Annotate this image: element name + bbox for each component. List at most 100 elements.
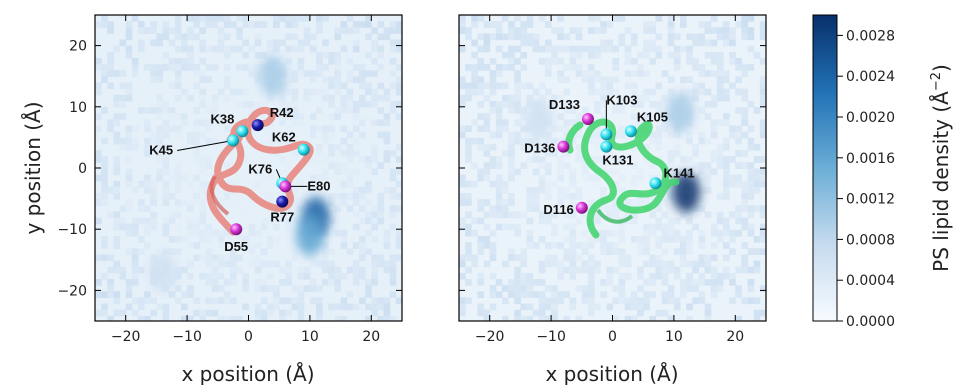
density-cell [193,217,200,225]
density-cell [723,88,730,96]
density-cell [673,248,681,255]
density-cell [101,174,108,182]
density-cell [162,107,170,114]
x-tick-label: −10 [536,329,566,345]
density-cell [377,260,385,268]
density-cell [223,291,231,298]
density-cell [371,70,378,77]
density-cell [291,88,299,96]
density-cell [471,162,478,169]
density-cell [465,180,472,188]
density-cell [101,242,108,249]
density-cell [254,21,262,28]
density-cell [563,45,571,53]
density-cell [520,260,528,268]
density-cell [297,272,305,280]
density-cell [723,143,730,151]
density-cell [618,94,626,102]
density-cell [279,39,286,47]
density-cell [735,266,742,274]
density-cell [150,39,157,47]
density-cell [710,57,718,65]
density-cell [759,21,766,28]
density-cell [520,27,528,34]
density-cell [594,260,601,268]
density-cell [753,51,761,59]
density-cell [365,70,372,77]
density-cell [587,82,595,90]
density-cell [698,21,706,28]
density-cell [618,156,626,163]
density-cell [686,137,693,145]
density-cell [501,199,509,206]
density-cell [113,168,121,176]
density-cell [285,309,292,317]
density-cell [113,186,121,194]
density-cell [667,156,675,163]
density-cell [655,217,663,225]
density-cell [686,236,693,243]
density-cell [395,168,402,176]
density-cell [119,113,127,120]
density-cell [359,242,366,249]
density-cell [260,217,268,225]
density-cell [575,156,583,163]
density-cell [735,131,742,139]
density-cell [624,303,632,311]
density-cell [581,248,589,255]
density-cell [471,64,478,71]
density-cell [526,137,534,145]
density-cell [279,156,286,163]
density-cell [741,119,749,127]
density-cell [759,94,766,102]
density-cell [217,33,225,41]
density-cell [211,297,219,305]
density-cell [716,119,724,127]
density-cell [508,193,515,200]
density-cell [759,174,766,182]
density-cell [119,266,127,274]
density-cell [346,266,354,274]
density-cell [587,70,595,77]
density-cell [101,254,108,262]
residue-marker [279,180,292,193]
density-cell [612,57,620,65]
density-cell [563,119,571,127]
density-cell [101,137,108,145]
density-cell [489,291,497,298]
density-cell [395,82,402,90]
density-cell [211,137,219,145]
density-cell [383,33,391,41]
density-cell [495,193,503,200]
density-cell [667,15,675,22]
density-cell [125,51,133,59]
density-cell [352,21,360,28]
density-cell [365,88,372,96]
density-cell [174,76,182,84]
density-cell [544,186,552,194]
density-cell [359,94,366,102]
density-cell [594,15,601,22]
density-cell [753,143,761,151]
density-cell [383,309,391,317]
density-cell [150,64,157,71]
density-cell [459,174,466,182]
density-cell [643,45,650,53]
density-cell [101,291,108,298]
density-cell [729,39,736,47]
density-cell [600,100,607,108]
density-cell [587,291,595,298]
density-cell [187,94,194,102]
density-cell [514,223,521,231]
density-cell [316,174,323,182]
density-cell [273,193,280,200]
density-cell [266,242,274,249]
density-cell [667,229,675,237]
density-cell [346,131,354,139]
density-cell [551,45,558,53]
density-cell [346,70,354,77]
density-cell [471,217,478,225]
density-cell [266,285,274,292]
density-cell [328,125,335,133]
